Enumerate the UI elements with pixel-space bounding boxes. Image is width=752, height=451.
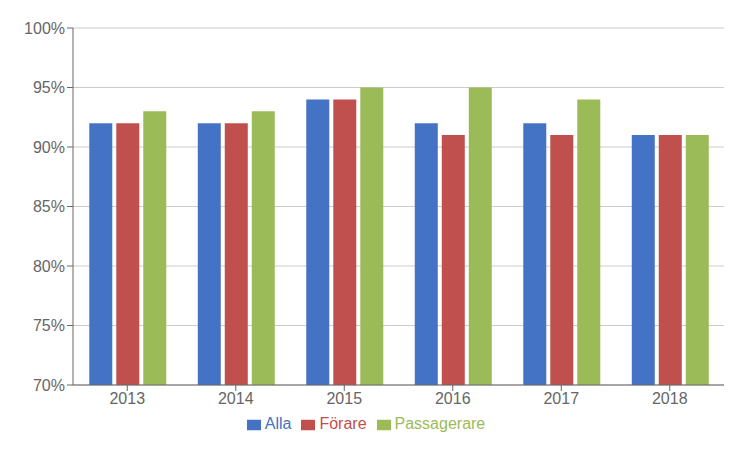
svg-text:2015: 2015: [326, 390, 362, 407]
html-text:Passagerare: Passagerare: [394, 415, 486, 432]
svg-text:100%: 100%: [24, 20, 65, 37]
svg-text:2016: 2016: [435, 390, 471, 407]
svg-text:70%: 70%: [33, 377, 65, 394]
svg-text:2013: 2013: [109, 390, 145, 407]
html-text:Förare: Förare: [319, 415, 367, 432]
svg-text:85%: 85%: [33, 198, 65, 215]
svg-text:80%: 80%: [33, 258, 65, 275]
svg-text:90%: 90%: [33, 139, 65, 156]
html-text:Alla: Alla: [264, 415, 292, 432]
svg-text:2018: 2018: [652, 390, 688, 407]
svg-text:95%: 95%: [33, 79, 65, 96]
svg-text:75%: 75%: [33, 317, 65, 334]
svg-text:2017: 2017: [543, 390, 579, 407]
svg-text:2014: 2014: [218, 390, 254, 407]
